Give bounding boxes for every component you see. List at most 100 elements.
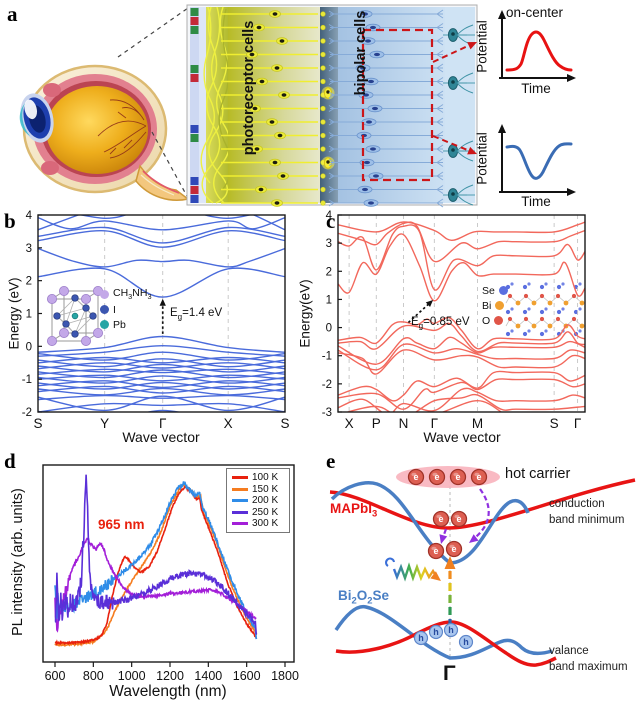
bandgap-arrow-head [425, 299, 434, 308]
electron-circle [407, 468, 425, 486]
cornea [19, 93, 54, 143]
legend-item: 300 K [232, 518, 285, 530]
synaptic-knob [320, 146, 326, 152]
band-line [38, 409, 285, 412]
legend-label: Se [482, 284, 495, 297]
bipolar-terminal [436, 117, 444, 127]
tick-label: 3 [26, 243, 32, 255]
electron-symbol: e [413, 472, 418, 482]
tick-label: 2 [26, 276, 32, 288]
bipolar-dendrite [328, 78, 335, 85]
on-center-label: on-center [506, 5, 564, 20]
eye-illustration [19, 64, 190, 201]
band-line [38, 380, 285, 389]
kpoint-label: S [280, 416, 289, 431]
pl-peak-annotation: 965 nm [98, 517, 145, 532]
band-line [77, 215, 253, 220]
ganglion-dendrites [456, 140, 474, 162]
gamma-point-label: Γ [443, 662, 456, 685]
bipolar-dendrite [328, 145, 335, 153]
legend-item: 100 K [232, 472, 285, 484]
band-line [38, 387, 285, 396]
band-line [38, 226, 285, 244]
bipolar-nucleus [365, 39, 371, 43]
mapbi3-cbm-curve [329, 478, 636, 530]
tick-label: 0 [326, 323, 332, 335]
panel-b-ylabel: Energy (eV) [6, 277, 22, 350]
mapbi3-vbm-curve [335, 620, 557, 667]
legend-item: I [100, 302, 152, 317]
bi-atom [547, 323, 553, 329]
callout-arrows [432, 42, 477, 155]
band-line [345, 393, 585, 412]
electron-symbol: e [476, 472, 481, 482]
bi-atom [563, 300, 569, 306]
panel-c-xlabel: Wave vector [423, 429, 501, 445]
se-atom [527, 329, 531, 333]
hole-symbol: h [433, 627, 439, 637]
kpoint-label: X [224, 416, 233, 431]
tick-label: 1200 [156, 669, 184, 683]
o-atom [555, 316, 561, 322]
se-atom [522, 331, 528, 337]
synaptic-knob [320, 173, 326, 179]
se-atom [556, 309, 562, 315]
se-atom [578, 307, 582, 311]
band-line [441, 399, 585, 412]
photoreceptor-nucleus [269, 120, 275, 124]
highlight-dashed-box [361, 28, 434, 182]
bipolar-nucleus [363, 93, 369, 97]
legend-label: Bi [482, 299, 492, 312]
synaptic-knob [320, 200, 326, 206]
panel-b-legend: CH3NH3 I Pb [100, 287, 152, 332]
legend-label: O [482, 314, 491, 327]
response-plot-off-center [498, 124, 576, 196]
bi-atom [515, 300, 521, 306]
kpoint-label: M [472, 416, 483, 431]
se-atom [544, 282, 548, 286]
electron-gloss [453, 472, 459, 477]
bipolar-nucleus [370, 25, 376, 30]
legend-item: 150 K [232, 484, 285, 496]
legend-label: 200 K [252, 495, 279, 507]
swatch-200k [232, 499, 248, 503]
hole-symbol: h [448, 625, 454, 635]
hole-circle [428, 624, 444, 640]
synaptic-knob [320, 132, 326, 139]
ganglion-dendrites [456, 184, 474, 206]
se-atom [505, 331, 511, 337]
band-line [38, 215, 285, 231]
legend-item: CH3NH3 [100, 287, 152, 302]
panel-d-legend: 100 K 150 K 200 K 250 K 300 K [226, 468, 290, 533]
se-atom [527, 307, 531, 311]
time-axis-label-top: Time [521, 81, 551, 96]
photoreceptor-nucleus [249, 52, 255, 57]
electron-symbol: e [455, 472, 460, 482]
ganglion-nucleus [451, 32, 455, 36]
electron-symbol: e [434, 472, 439, 482]
se-atom [510, 307, 514, 311]
bi-atom [531, 300, 537, 306]
o-atom [507, 316, 513, 322]
bipolar-dendrite [328, 159, 335, 166]
se-atom [522, 284, 528, 290]
tick-label: 1400 [194, 669, 222, 683]
se-atom [539, 309, 545, 315]
panel-d-ylabel: PL intensity (arb. units) [10, 488, 26, 636]
tick-label: 4 [26, 210, 33, 222]
bi-atom [547, 300, 553, 306]
bands [38, 215, 285, 412]
legend-item: Bi [482, 298, 508, 313]
se-atom [510, 282, 514, 286]
magnifier-lines [117, 7, 189, 199]
bipolar-terminal [436, 144, 444, 154]
bipolar-nucleus [374, 52, 380, 57]
photoreceptor-nucleus [277, 133, 283, 138]
band-line [38, 362, 285, 370]
electron-gloss [449, 544, 455, 549]
photon-arrow [385, 557, 441, 582]
legend-label: I [113, 303, 116, 316]
band-line [38, 216, 285, 231]
photoreceptor-nucleus [272, 12, 278, 16]
